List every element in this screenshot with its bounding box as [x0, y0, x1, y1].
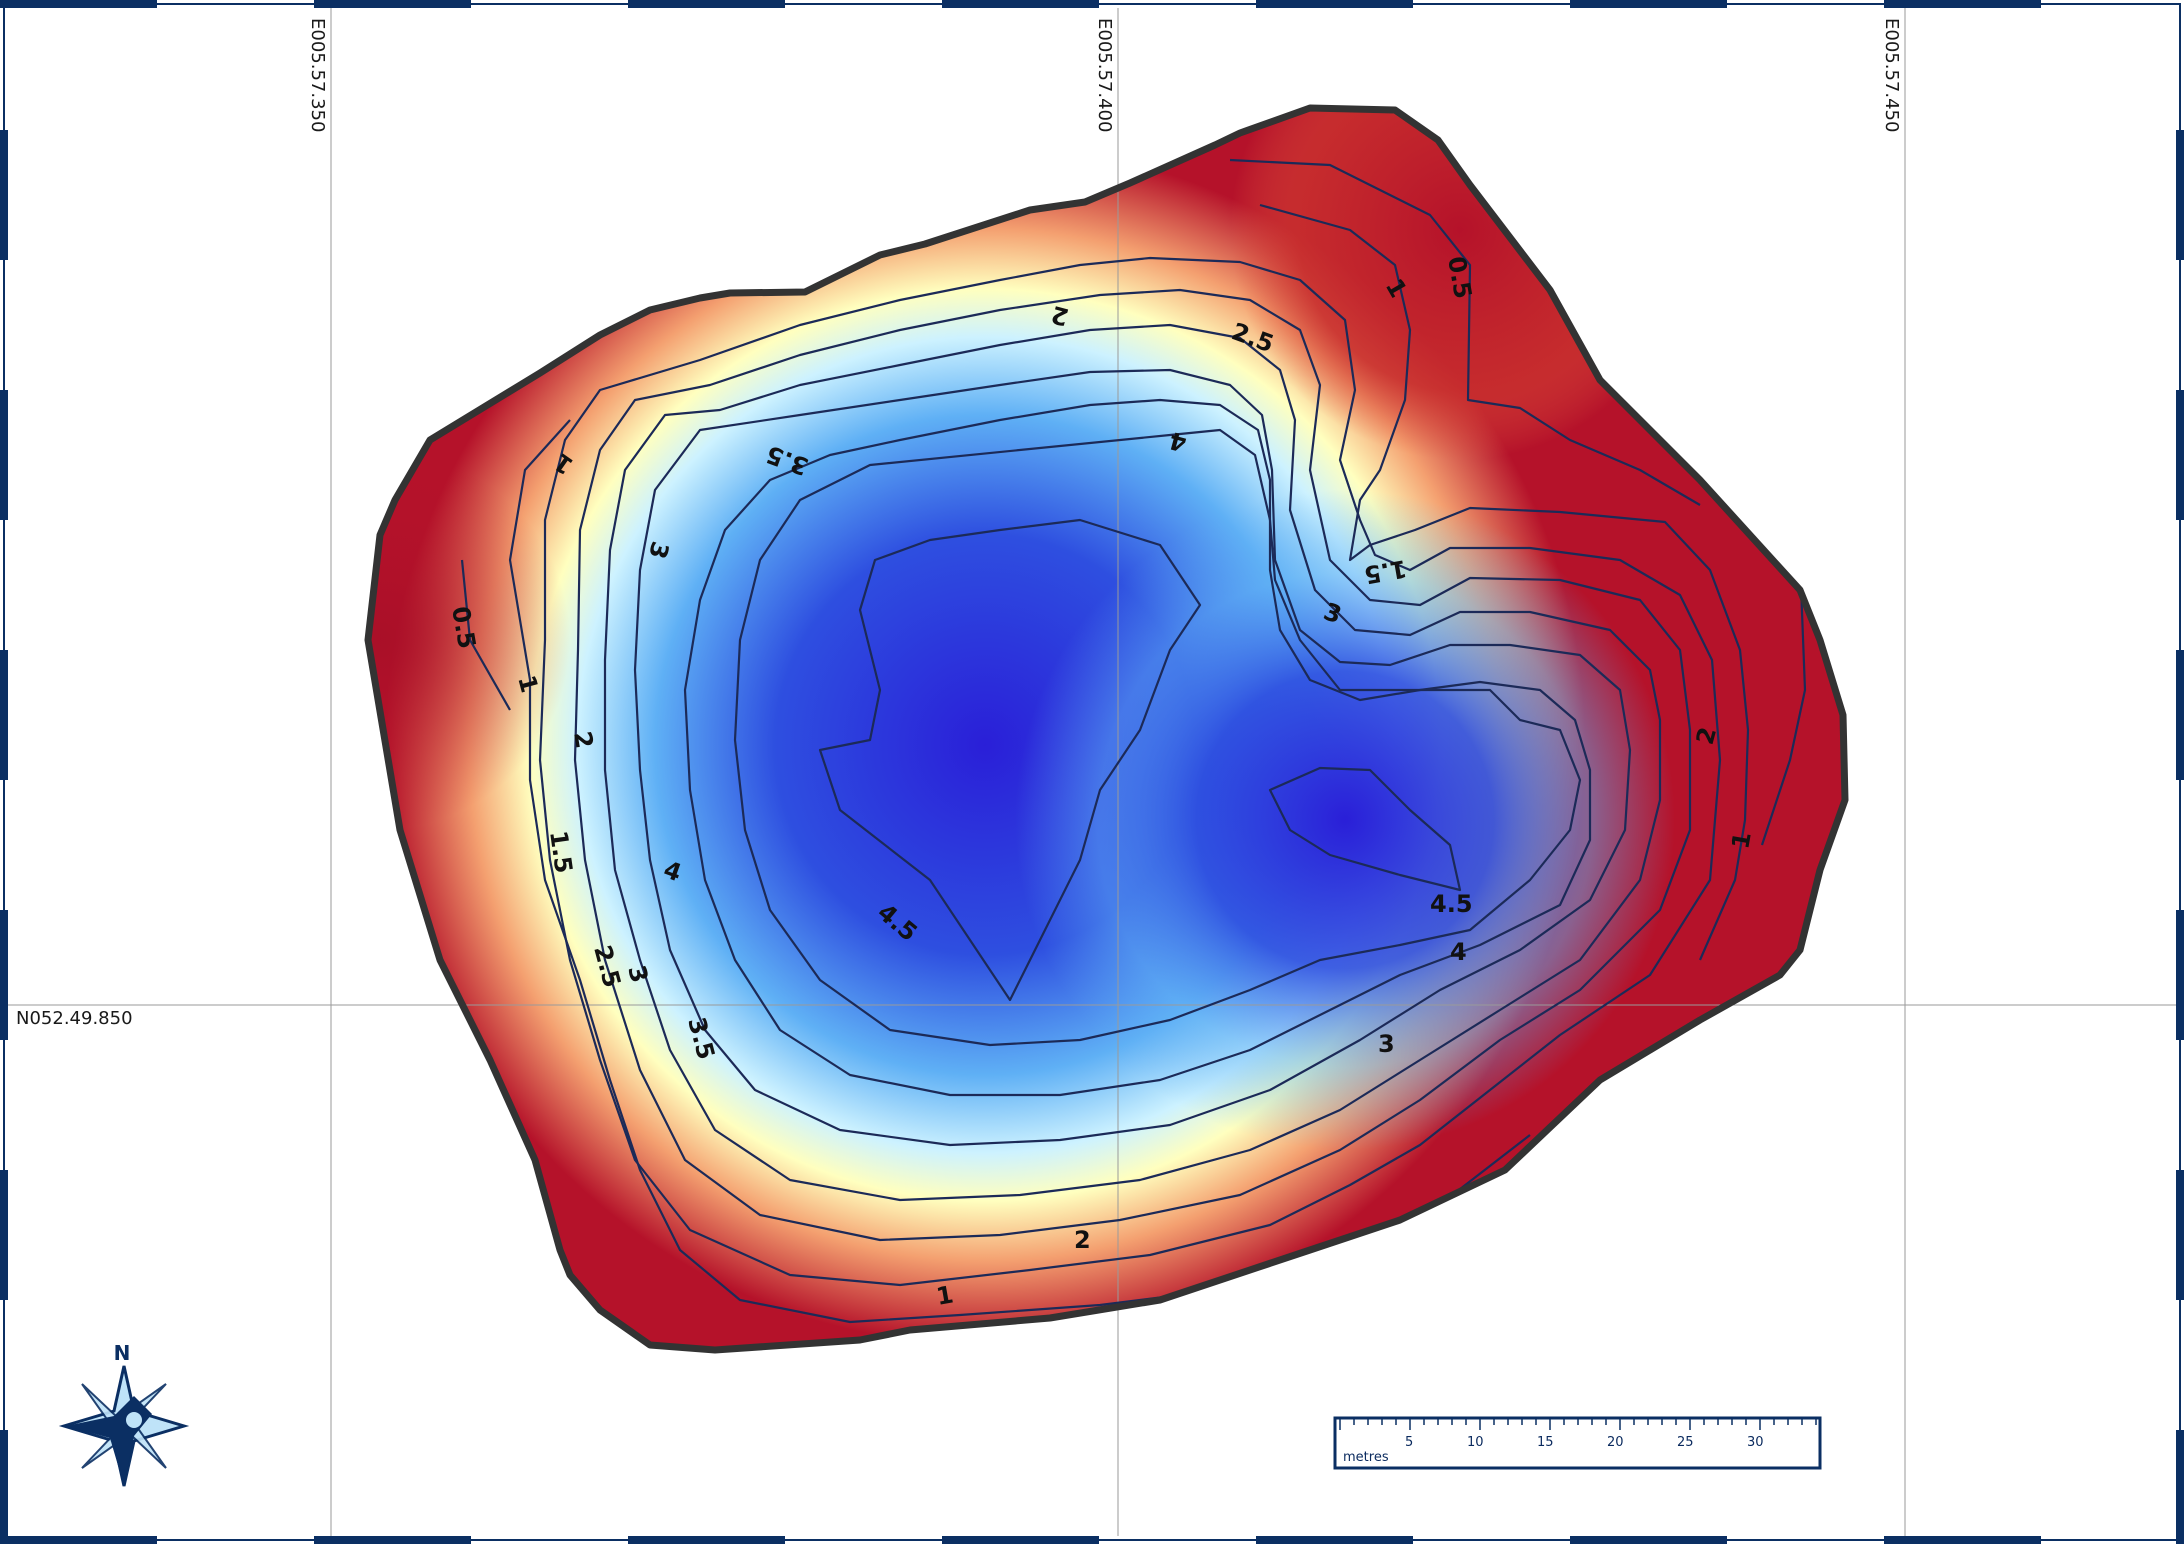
contour-label: 1: [512, 672, 543, 695]
frame-segment: [0, 1536, 157, 1544]
contour-2: [573, 288, 1692, 1242]
frame-segment: [1570, 1536, 1727, 1544]
contour-label: 1.5: [544, 829, 578, 875]
coordinate-grid: [8, 8, 2176, 1536]
scale-tick-label: 25: [1677, 1435, 1694, 1450]
scale-tick-label: 30: [1747, 1435, 1764, 1450]
contour-label: 1: [934, 1280, 955, 1310]
contour-label: 4.5: [1430, 890, 1473, 918]
contour-3: [633, 368, 1632, 1147]
frame-segment: [0, 650, 8, 780]
frame-segment: [2176, 650, 2184, 780]
frame-segment: [0, 910, 8, 1040]
frame-segment: [2176, 130, 2184, 260]
frame-segment: [628, 0, 785, 8]
longitude-label: E005.57.450: [1881, 18, 1902, 132]
contour-label: 2: [1691, 724, 1722, 747]
frame-segment: [1570, 0, 1727, 8]
frame-segment: [2176, 390, 2184, 520]
frame-segment: [0, 1170, 8, 1300]
contour-label: 1: [1726, 830, 1756, 851]
frame-segment: [942, 0, 1099, 8]
frame-segment: [2176, 1170, 2184, 1300]
frame-segment: [1884, 0, 2041, 8]
contour-label: 4: [1450, 938, 1467, 966]
depth-contours: [419, 158, 1807, 1324]
frame-segment: [2176, 910, 2184, 1040]
lake-outline: [364, 104, 1849, 1354]
contour-0-5-north: [1229, 158, 1701, 506]
contour-4-5-main: [818, 518, 1202, 1002]
scale-tick-label: 15: [1537, 1435, 1554, 1450]
frame-segment: [628, 1536, 785, 1544]
contour-4-5-east: [1268, 766, 1462, 892]
contour-label: 3: [622, 962, 653, 985]
scale-unit-label: metres: [1343, 1450, 1389, 1465]
grid-labels: E005.57.350 E005.57.400 E005.57.450 N052…: [16, 18, 1902, 1029]
compass-rose-icon: N: [58, 1341, 190, 1487]
frame-segment: [0, 130, 8, 260]
contour-label: 2: [1074, 1226, 1091, 1254]
north-label: N: [114, 1341, 131, 1365]
frame-segment: [2176, 1430, 2184, 1544]
frame-segment: [1256, 0, 1413, 8]
longitude-label: E005.57.400: [1094, 18, 1115, 132]
contour-0-5-southwest: [460, 559, 511, 711]
contour-label: 4: [1166, 426, 1189, 457]
contour-0-5-east: [1760, 559, 1807, 846]
frame-segment: [0, 1430, 8, 1544]
contour-4: [733, 428, 1582, 1047]
contour-label: 2: [1048, 300, 1071, 331]
contour-1-east: [1259, 203, 1750, 961]
contour-3-5: [683, 398, 1592, 1097]
frame-segment: [1256, 1536, 1413, 1544]
scale-tick-label: 5: [1405, 1435, 1413, 1450]
scale-tick-label: 10: [1467, 1435, 1484, 1450]
contour-label: 2: [568, 729, 598, 750]
frame-segment: [0, 390, 8, 520]
latitude-label: N052.49.850: [16, 1008, 133, 1029]
contour-1-5: [538, 256, 1722, 1287]
frame-segment: [1884, 1536, 2041, 1544]
frame-segment: [942, 1536, 1099, 1544]
contour-label: 3: [643, 538, 674, 561]
contour-label: 3: [1378, 1030, 1395, 1058]
longitude-label: E005.57.350: [307, 18, 328, 132]
frame-segment: [314, 1536, 471, 1544]
scale-bar: metres 5 10 15 20 25 30: [1333, 1416, 1822, 1470]
frame-segment: [0, 0, 157, 8]
scale-tick-label: 20: [1607, 1435, 1624, 1450]
contour-2-5: [603, 323, 1662, 1202]
frame-segment: [314, 0, 471, 8]
